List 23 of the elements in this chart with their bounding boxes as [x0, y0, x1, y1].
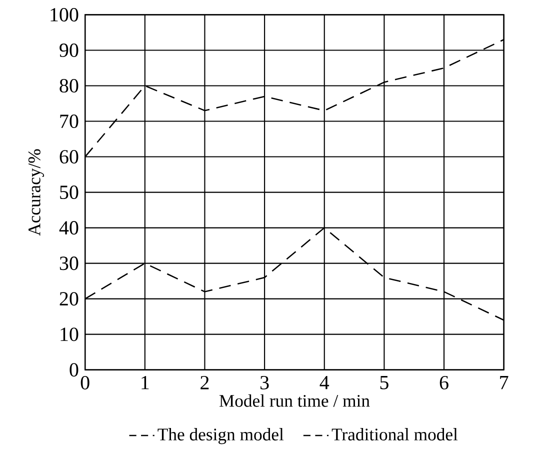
y-tick-label: 50 [60, 186, 78, 200]
y-axis-title: Accuracy/% [28, 149, 44, 236]
x-tick-label: 3 [260, 376, 269, 390]
x-axis-title: Model run time / min [219, 394, 370, 407]
x-tick-label: 7 [500, 376, 508, 390]
y-tick-label: 100 [50, 8, 78, 22]
x-tick-label: 1 [142, 376, 149, 390]
y-tick-label: 20 [60, 292, 78, 306]
x-tick-label: 5 [380, 376, 388, 390]
legend-label: Traditional model [332, 428, 458, 440]
x-tick-label: 0 [80, 376, 90, 390]
y-tick-label: 70 [60, 114, 78, 128]
y-tick-label: 80 [60, 79, 78, 93]
y-tick-label: 0 [70, 363, 78, 377]
y-tick-label: 30 [60, 256, 78, 270]
y-tick-label: 10 [60, 328, 78, 342]
x-tick-label: 2 [200, 376, 209, 390]
y-tick-label: 90 [60, 44, 78, 58]
y-tick-label: 60 [60, 150, 78, 164]
y-tick-label: 40 [59, 221, 78, 235]
x-tick-label: 4 [320, 376, 330, 390]
x-tick-label: 6 [440, 376, 448, 390]
legend-label: The design model [158, 428, 284, 444]
